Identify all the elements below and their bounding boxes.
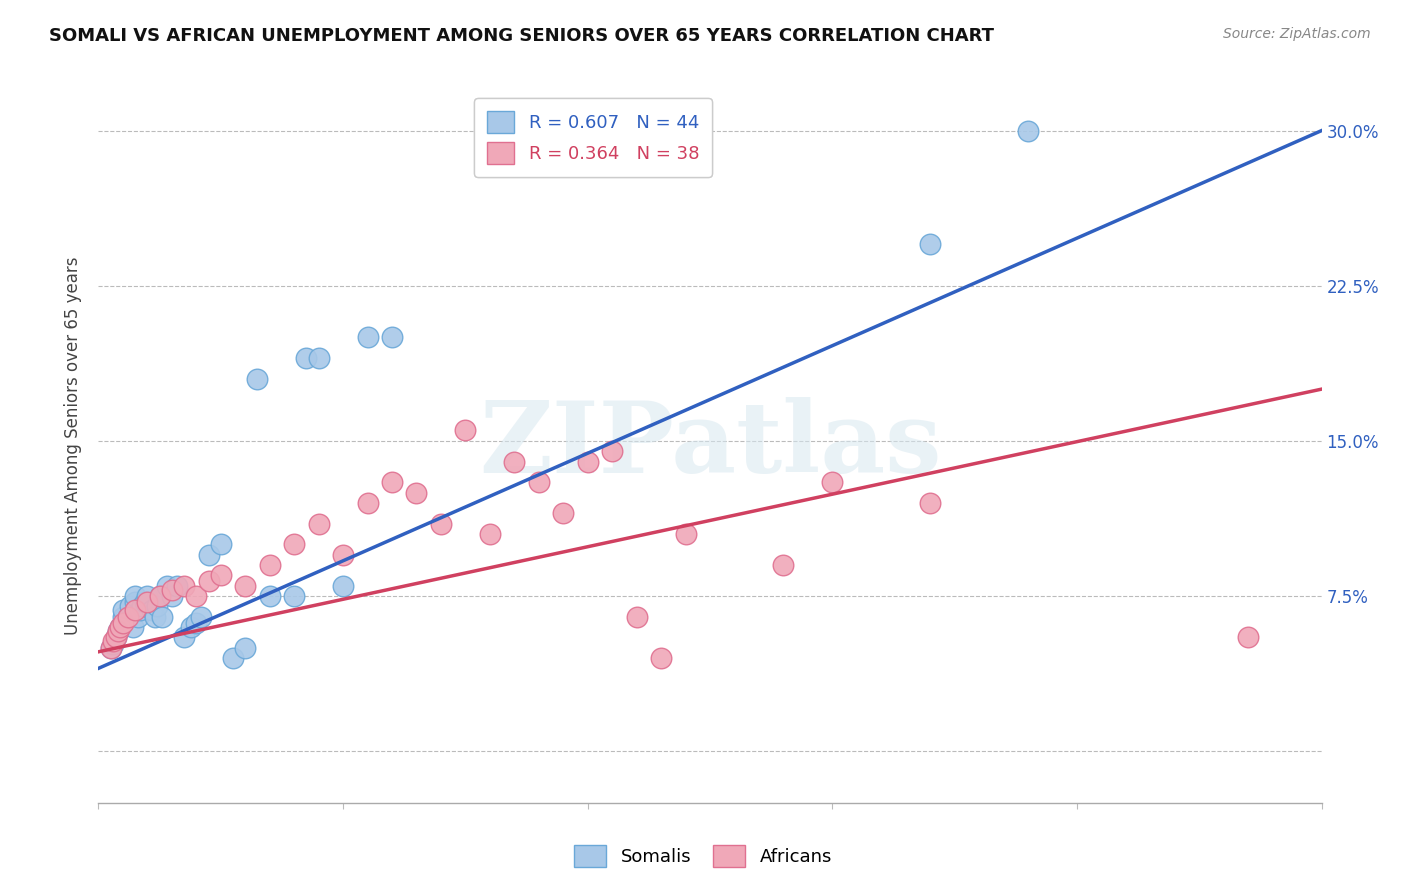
Point	[1237, 630, 1260, 644]
Point	[104, 630, 127, 644]
Point	[920, 237, 942, 252]
Point	[131, 599, 153, 614]
Point	[160, 582, 183, 597]
Legend: Somalis, Africans: Somalis, Africans	[567, 838, 839, 874]
Point	[136, 595, 159, 609]
Point	[100, 640, 122, 655]
Point	[150, 609, 173, 624]
Point	[134, 595, 156, 609]
Point	[104, 630, 127, 644]
Point	[173, 579, 195, 593]
Point	[124, 595, 146, 609]
Point	[356, 330, 378, 344]
Point	[650, 651, 672, 665]
Point	[121, 620, 143, 634]
Point	[332, 579, 354, 593]
Point	[283, 537, 305, 551]
Point	[576, 454, 599, 468]
Point	[111, 603, 134, 617]
Point	[600, 444, 623, 458]
Point	[381, 330, 404, 344]
Point	[356, 496, 378, 510]
Point	[233, 579, 256, 593]
Point	[430, 516, 453, 531]
Point	[553, 506, 575, 520]
Point	[149, 589, 172, 603]
Point	[111, 615, 134, 630]
Point	[117, 609, 139, 624]
Point	[107, 624, 129, 639]
Point	[454, 424, 477, 438]
Point	[675, 527, 697, 541]
Point	[146, 599, 169, 614]
Point	[120, 599, 142, 614]
Point	[110, 620, 132, 634]
Point	[405, 485, 427, 500]
Point	[332, 548, 354, 562]
Point	[127, 609, 149, 624]
Point	[166, 579, 188, 593]
Point	[478, 527, 501, 541]
Point	[197, 548, 219, 562]
Point	[117, 609, 139, 624]
Point	[920, 496, 942, 510]
Point	[308, 351, 330, 365]
Point	[156, 579, 179, 593]
Point	[149, 589, 172, 603]
Point	[259, 558, 281, 572]
Point	[527, 475, 550, 490]
Point	[101, 636, 124, 650]
Point	[136, 589, 159, 603]
Point	[173, 630, 195, 644]
Point	[124, 603, 146, 617]
Point	[186, 615, 208, 630]
Point	[190, 609, 212, 624]
Legend: R = 0.607   N = 44, R = 0.364   N = 38: R = 0.607 N = 44, R = 0.364 N = 38	[474, 98, 711, 177]
Point	[246, 372, 269, 386]
Text: ZIPatlas: ZIPatlas	[479, 398, 941, 494]
Point	[1017, 123, 1039, 137]
Point	[821, 475, 844, 490]
Point	[101, 634, 124, 648]
Point	[107, 624, 129, 639]
Point	[141, 603, 163, 617]
Point	[209, 537, 232, 551]
Point	[124, 589, 146, 603]
Point	[160, 589, 183, 603]
Point	[222, 651, 245, 665]
Point	[111, 609, 134, 624]
Point	[180, 620, 202, 634]
Point	[209, 568, 232, 582]
Point	[381, 475, 404, 490]
Point	[772, 558, 794, 572]
Point	[295, 351, 318, 365]
Point	[233, 640, 256, 655]
Point	[259, 589, 281, 603]
Point	[129, 603, 152, 617]
Point	[100, 640, 122, 655]
Point	[197, 574, 219, 589]
Point	[111, 615, 134, 630]
Point	[283, 589, 305, 603]
Point	[626, 609, 648, 624]
Y-axis label: Unemployment Among Seniors over 65 years: Unemployment Among Seniors over 65 years	[65, 257, 83, 635]
Point	[503, 454, 526, 468]
Point	[143, 609, 166, 624]
Point	[110, 620, 132, 634]
Text: Source: ZipAtlas.com: Source: ZipAtlas.com	[1223, 27, 1371, 41]
Point	[308, 516, 330, 531]
Text: SOMALI VS AFRICAN UNEMPLOYMENT AMONG SENIORS OVER 65 YEARS CORRELATION CHART: SOMALI VS AFRICAN UNEMPLOYMENT AMONG SEN…	[49, 27, 994, 45]
Point	[186, 589, 208, 603]
